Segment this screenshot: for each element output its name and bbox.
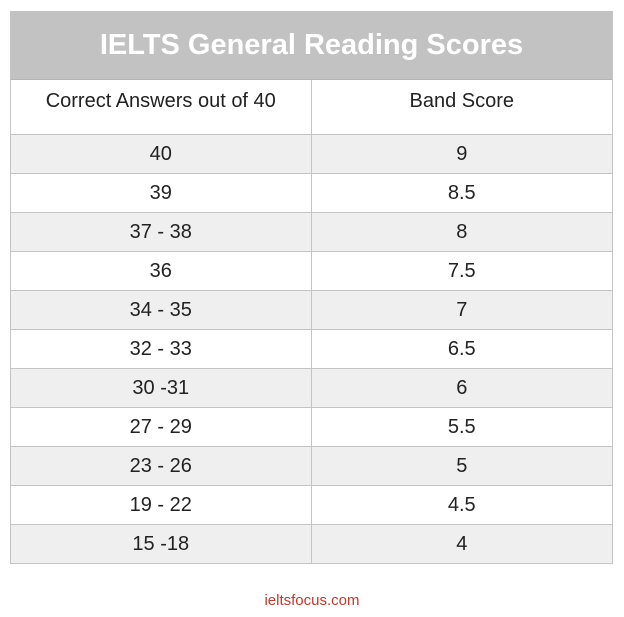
- correct-answers-cell: 19 - 22: [11, 486, 312, 524]
- table-row: 37 - 38 8: [11, 212, 612, 251]
- source-credit: ieltsfocus.com: [264, 592, 360, 609]
- band-score-cell: 7: [456, 298, 468, 321]
- table-row: 19 - 22 4.5: [11, 485, 612, 524]
- band-score-cell: 5.5: [447, 415, 476, 438]
- table-row: 32 - 33 6.5: [11, 329, 612, 368]
- table-row: 23 - 26 5: [11, 446, 612, 485]
- band-score-cell: 6.5: [447, 337, 476, 360]
- correct-answers-cell: 40: [11, 135, 312, 173]
- correct-answers-cell: 36: [11, 252, 312, 290]
- table-title: IELTS General Reading Scores: [11, 11, 612, 80]
- band-score-cell: 9: [456, 142, 468, 165]
- table-row: 27 - 29 5.5: [11, 407, 612, 446]
- table-row: 34 - 35 7: [11, 290, 612, 329]
- table-row: 15 -18 4: [11, 524, 612, 563]
- band-score-cell: 8: [456, 220, 468, 243]
- correct-answers-cell: 39: [11, 174, 312, 212]
- score-table: IELTS General Reading Scores Correct Ans…: [10, 11, 613, 564]
- table-row: 39 8.5: [11, 173, 612, 212]
- correct-answers-cell: 30 -31: [11, 369, 312, 407]
- correct-answers-cell: 27 - 29: [11, 408, 312, 446]
- correct-answers-cell: 15 -18: [11, 525, 312, 563]
- header-correct-answers: Correct Answers out of 40: [11, 80, 312, 134]
- correct-answers-cell: 37 - 38: [11, 213, 312, 251]
- band-score-cell: 5: [456, 454, 468, 477]
- header-band-score: Band Score: [409, 90, 514, 112]
- table-body: 40 9 39 8.5 37 - 38 8 36 7.5 34 - 35 7 3…: [11, 134, 612, 563]
- band-score-cell: 8.5: [447, 181, 476, 204]
- table-row: 30 -31 6: [11, 368, 612, 407]
- correct-answers-cell: 32 - 33: [11, 330, 312, 368]
- correct-answers-cell: 34 - 35: [11, 291, 312, 329]
- band-score-cell: 7.5: [447, 259, 476, 282]
- table-header-row: Correct Answers out of 40 Band Score: [11, 80, 612, 134]
- band-score-cell: 4.5: [447, 493, 476, 516]
- correct-answers-cell: 23 - 26: [11, 447, 312, 485]
- band-score-cell: 6: [456, 376, 468, 399]
- table-row: 40 9: [11, 134, 612, 173]
- table-row: 36 7.5: [11, 251, 612, 290]
- band-score-cell: 4: [456, 532, 468, 555]
